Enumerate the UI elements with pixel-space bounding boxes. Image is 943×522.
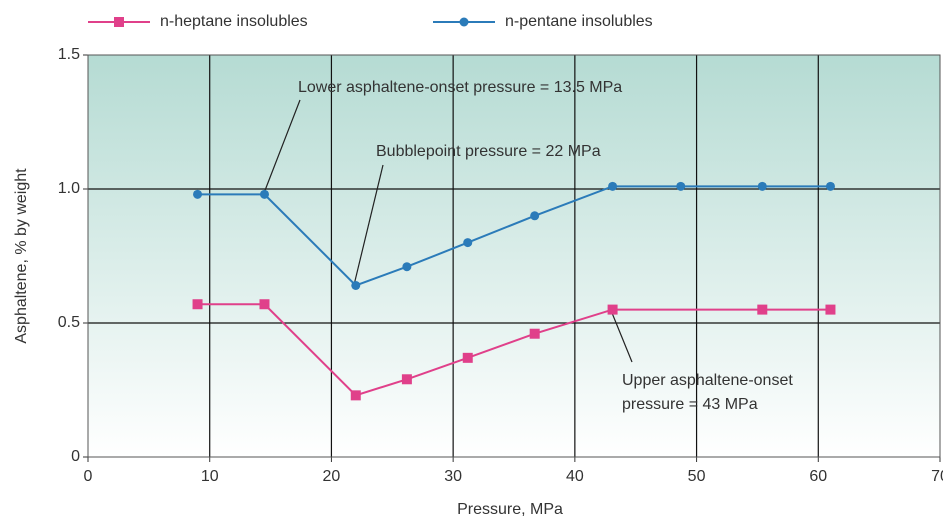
marker xyxy=(530,211,540,221)
x-tick-label: 50 xyxy=(688,468,706,485)
annotation: Upper asphaltene-onset xyxy=(622,372,793,389)
marker xyxy=(351,280,361,290)
marker xyxy=(608,181,618,191)
legend-label: n-pentane insolubles xyxy=(505,13,653,30)
marker xyxy=(402,262,412,272)
x-tick-label: 10 xyxy=(201,468,219,485)
x-tick-label: 70 xyxy=(931,468,943,485)
leader-line xyxy=(353,164,384,286)
y-tick-label: 1.5 xyxy=(58,46,80,63)
marker xyxy=(192,299,203,310)
marker xyxy=(259,299,270,310)
marker xyxy=(757,304,768,315)
leader-line xyxy=(609,307,633,363)
x-tick-label: 0 xyxy=(84,468,93,485)
marker xyxy=(350,390,361,401)
leader-line xyxy=(263,99,301,194)
x-tick-label: 20 xyxy=(323,468,341,485)
plot-frame xyxy=(87,54,941,458)
marker xyxy=(462,352,473,363)
x-tick-label: 60 xyxy=(809,468,827,485)
marker xyxy=(757,181,767,191)
x-axis-label: Pressure, MPa xyxy=(457,501,563,518)
marker xyxy=(825,304,836,315)
marker xyxy=(259,189,269,199)
marker xyxy=(463,238,473,248)
legend-label: n-heptane insolubles xyxy=(160,13,308,30)
y-axis-label: Asphaltene, % by weight xyxy=(13,168,30,344)
x-tick-label: 40 xyxy=(566,468,584,485)
plot-background xyxy=(88,55,940,457)
legend-marker xyxy=(459,17,469,27)
marker xyxy=(193,189,203,199)
annotation: Lower asphaltene-onset pressure = 13.5 M… xyxy=(298,79,622,96)
annotation: Bubblepoint pressure = 22 MPa xyxy=(376,143,601,160)
y-tick-label: 0.5 xyxy=(58,314,80,331)
y-tick-label: 1.0 xyxy=(58,180,80,197)
marker xyxy=(825,181,835,191)
marker xyxy=(529,328,540,339)
series-line xyxy=(197,185,831,287)
annotation: pressure = 43 MPa xyxy=(622,396,758,413)
marker xyxy=(676,181,686,191)
x-tick-label: 30 xyxy=(444,468,462,485)
marker xyxy=(607,304,618,315)
y-tick-label: 0 xyxy=(71,448,80,465)
legend-marker xyxy=(114,17,124,27)
marker xyxy=(401,374,412,385)
